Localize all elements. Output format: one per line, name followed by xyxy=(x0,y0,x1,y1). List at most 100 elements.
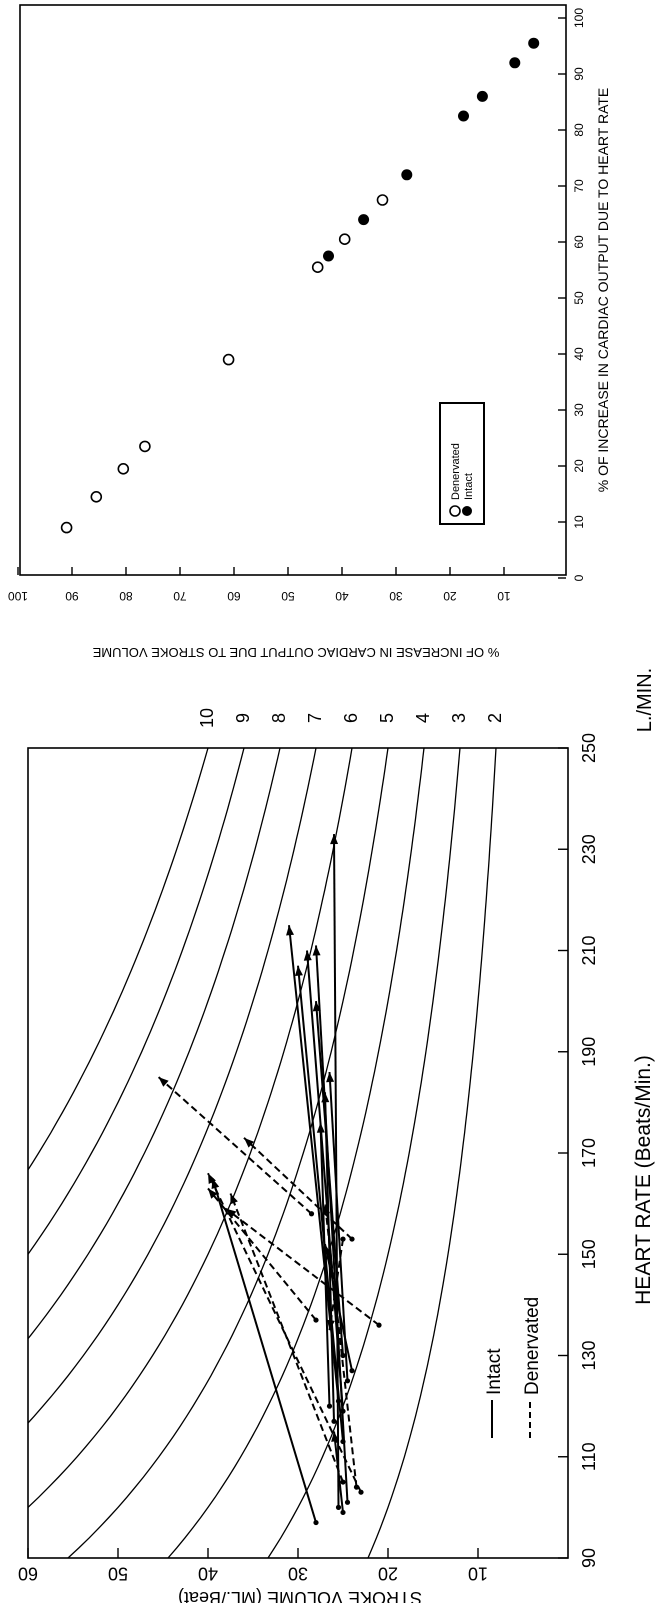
isopleth-label: 3 xyxy=(449,713,469,723)
isopleth-curve xyxy=(28,748,209,1172)
intact-point xyxy=(509,57,521,69)
bottom-x-axis-label: HEART RATE (Beats/Min.) xyxy=(632,1055,655,1305)
intact-arrowhead xyxy=(323,1244,331,1255)
intact-start-point xyxy=(340,1438,346,1445)
intact-segment xyxy=(306,950,344,1412)
top-y-tick-label: 70 xyxy=(173,589,187,603)
bottom-y-tick-label: 20 xyxy=(378,1563,398,1583)
top-y-tick-label: 60 xyxy=(227,589,241,603)
top-series-points xyxy=(60,37,540,534)
intact-start-point xyxy=(335,1504,342,1510)
denervated-point xyxy=(376,194,389,206)
denervated-segment xyxy=(324,1203,358,1488)
isopleth-label: 4 xyxy=(413,713,433,723)
denervated-arrowhead xyxy=(230,1193,238,1205)
intact-point xyxy=(358,214,370,226)
intact-point xyxy=(323,250,334,262)
top-x-tick-label: 70 xyxy=(572,179,586,193)
bottom-series-lines xyxy=(157,834,382,1526)
isopleth-curve xyxy=(28,748,245,1256)
legend-intact-marker xyxy=(462,506,472,516)
bottom-y-tick-label: 50 xyxy=(108,1563,128,1583)
bottom-x-tick-label: 230 xyxy=(579,834,599,864)
bottom-y-axis: 10 20 30 40 50 60 xyxy=(18,1548,488,1583)
top-chart: 0 10 20 30 40 50 60 70 80 90 100 10 20 30 40 50 60 70 80 9… xyxy=(8,4,611,660)
top-x-tick-label: 50 xyxy=(572,291,586,305)
bottom-x-tick-label: 150 xyxy=(579,1239,599,1269)
bottom-legend: Intact Denervated xyxy=(484,1297,543,1438)
top-legend-box xyxy=(439,402,485,525)
bottom-y-tick-label: 10 xyxy=(468,1563,488,1583)
top-x-axis: 0 10 20 30 40 50 60 70 80 90 100 xyxy=(558,8,586,581)
intact-point xyxy=(476,90,488,102)
isopleth-label: 7 xyxy=(305,713,325,723)
bottom-y-tick-label: 30 xyxy=(288,1563,308,1583)
intact-arrowhead xyxy=(326,1072,335,1083)
intact-point xyxy=(458,110,469,122)
bottom-x-tick-label: 190 xyxy=(579,1037,599,1067)
bottom-plot-frame xyxy=(27,747,569,1559)
top-legend: Intact Denervated xyxy=(439,402,485,525)
isopleth-label: 6 xyxy=(341,713,361,723)
denervated-start-point xyxy=(353,1484,360,1490)
bottom-x-tick-label: 170 xyxy=(579,1138,599,1168)
denervated-arrowhead xyxy=(322,1203,331,1215)
denervated-point xyxy=(311,261,324,274)
top-x-tick-label: 30 xyxy=(572,403,586,417)
top-x-tick-label: 80 xyxy=(572,123,586,137)
intact-arrowhead xyxy=(316,1122,325,1133)
intact-start-point xyxy=(340,1509,346,1516)
isopleth-curve xyxy=(267,748,461,1558)
intact-segment xyxy=(211,1178,317,1523)
bottom-x-tick-label: 250 xyxy=(579,733,599,763)
denervated-segment xyxy=(207,1187,317,1321)
intact-segment xyxy=(288,925,340,1402)
bottom-x-axis: 90 110 130 150 170 190 210 230 250 xyxy=(558,733,599,1568)
denervated-start-point xyxy=(358,1489,364,1495)
isopleth-label: 9 xyxy=(233,713,253,723)
denervated-point xyxy=(338,233,351,245)
top-y-tick-label: 50 xyxy=(281,589,295,603)
denervated-segment xyxy=(225,1207,380,1326)
top-y-tick-label: 40 xyxy=(335,589,349,603)
isopleth-label: 5 xyxy=(377,713,397,723)
denervated-point xyxy=(139,440,151,453)
intact-arrowhead xyxy=(294,965,303,977)
isopleth-label: 2 xyxy=(485,713,505,723)
isopleth-label: 8 xyxy=(269,713,289,723)
top-y-tick-label: 80 xyxy=(119,589,133,603)
top-y-axis: 10 20 30 40 50 60 70 80 90 100 xyxy=(8,567,511,603)
intact-arrowhead xyxy=(286,925,295,936)
top-x-tick-label: 60 xyxy=(572,235,586,249)
top-x-tick-label: 100 xyxy=(572,8,586,28)
denervated-arrowhead xyxy=(244,1137,255,1148)
denervated-start-point xyxy=(376,1322,382,1328)
top-x-tick-label: 40 xyxy=(572,347,586,361)
intact-segment xyxy=(328,1071,349,1381)
top-x-tick-label: 20 xyxy=(572,459,586,473)
legend-denervated-marker xyxy=(449,505,461,517)
top-x-tick-label: 90 xyxy=(572,67,586,81)
denervated-arrowhead xyxy=(208,1188,218,1199)
denervated-segment xyxy=(157,1076,313,1215)
bottom-x-tick-label: 90 xyxy=(579,1548,599,1568)
isopleth-curve xyxy=(167,748,425,1558)
top-x-axis-label: % OF INCREASE IN CARDIAC OUTPUT DUE TO H… xyxy=(595,88,611,493)
top-y-tick-label: 30 xyxy=(389,589,403,603)
intact-start-point xyxy=(340,1408,346,1414)
isopleth-unit-label: L./MIN. xyxy=(634,668,656,732)
top-y-tick-label: 100 xyxy=(8,589,28,603)
denervated-arrowhead xyxy=(327,1319,335,1331)
intact-start-point xyxy=(344,1378,351,1384)
isopleth-label: 10 xyxy=(197,708,217,728)
isopleth-curve xyxy=(67,748,389,1558)
bottom-y-tick-label: 40 xyxy=(198,1563,218,1583)
intact-point xyxy=(528,37,540,49)
denervated-segment xyxy=(229,1193,344,1483)
intact-arrowhead xyxy=(303,950,312,961)
intact-arrowhead xyxy=(330,834,339,845)
intact-point xyxy=(401,169,413,181)
denervated-arrowhead xyxy=(208,1173,216,1184)
